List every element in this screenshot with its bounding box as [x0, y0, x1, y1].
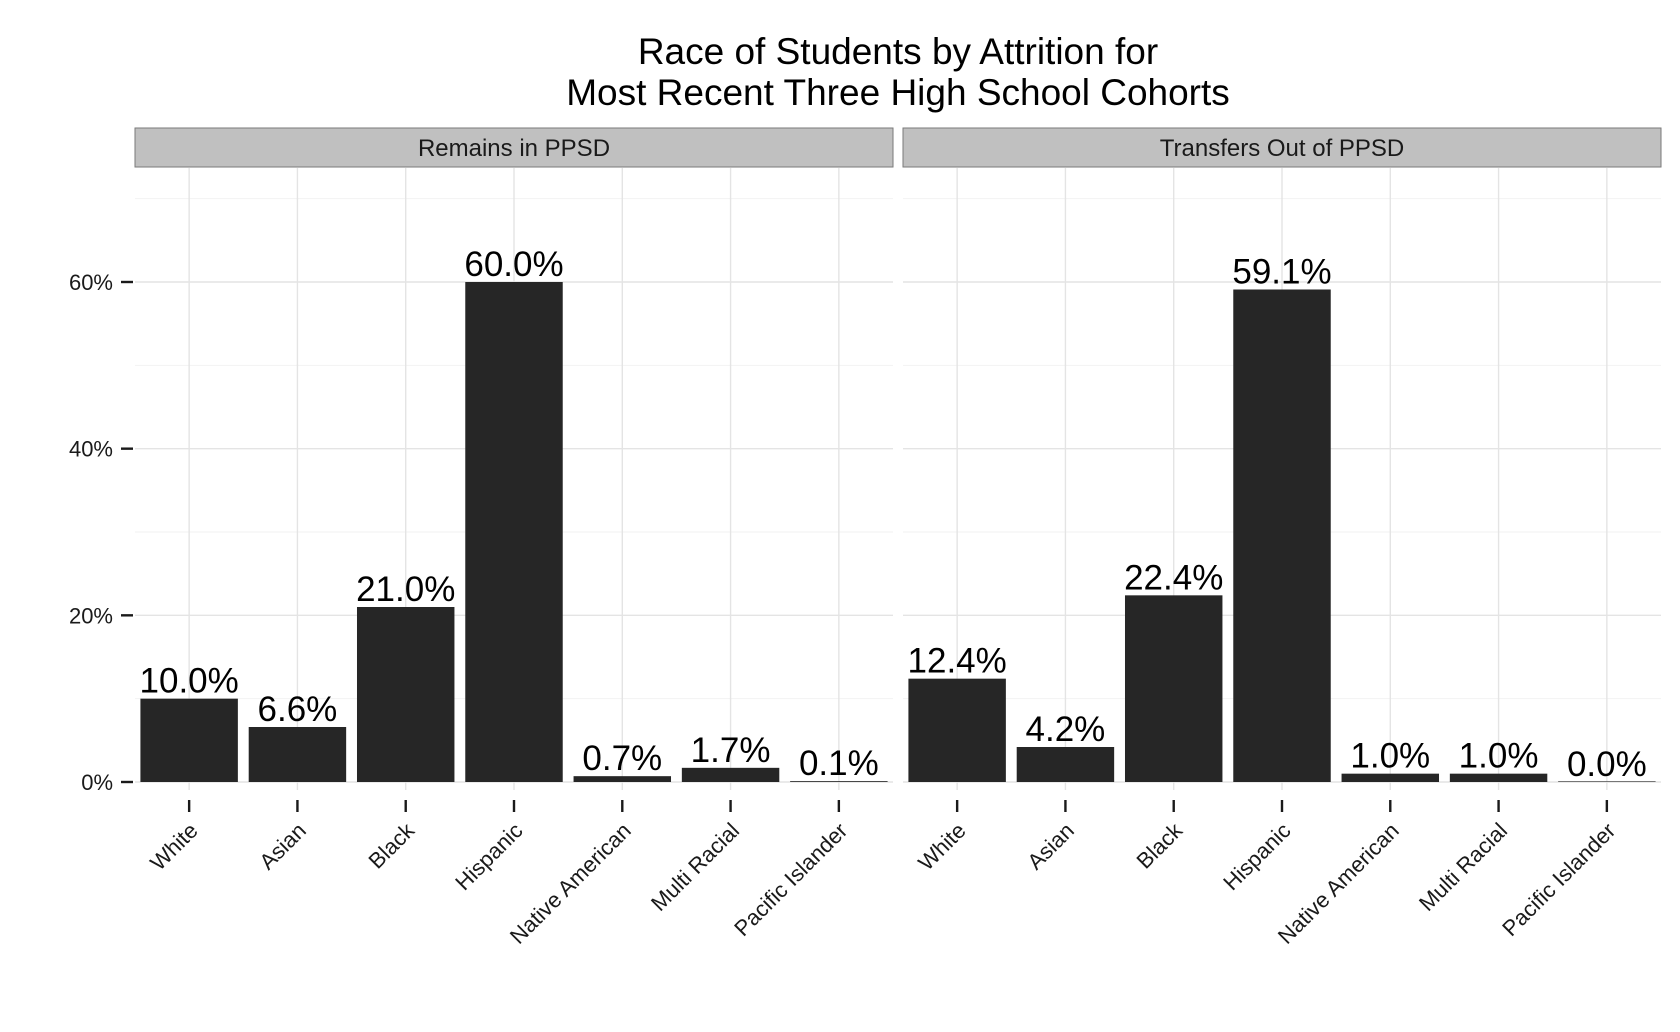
facet-strip: [902, 127, 1662, 168]
chart-title-line: Most Recent Three High School Cohorts: [566, 72, 1230, 113]
bar-value-label: 0.7%: [582, 739, 662, 778]
bar: [356, 607, 455, 782]
bar-value-label: 0.1%: [799, 744, 879, 783]
y-tick-label: 60%: [69, 270, 113, 295]
bar: [140, 698, 238, 782]
bar-value-label: 1.0%: [1350, 737, 1430, 776]
x-tick-label: Asian: [1022, 818, 1079, 875]
bar: [573, 776, 672, 782]
x-tick-label: Asian: [254, 818, 311, 875]
bar: [1341, 773, 1440, 782]
bar-value-label: 22.4%: [1124, 558, 1223, 597]
x-tick-label: Black: [364, 817, 420, 873]
bar: [248, 727, 347, 782]
x-tick-label: Pacific Islander: [729, 818, 852, 941]
bar-value-label: 1.0%: [1459, 737, 1539, 776]
chart-title-line: Race of Students by Attrition for: [638, 31, 1158, 72]
x-tick-label: White: [145, 818, 202, 875]
bar: [465, 282, 563, 782]
x-tick-label: Multi Racial: [646, 818, 744, 916]
bar-value-label: 10.0%: [140, 662, 239, 701]
bar-value-label: 60.0%: [464, 245, 563, 284]
y-tick-label: 40%: [69, 437, 113, 462]
bar-value-label: 6.6%: [258, 690, 338, 729]
x-tick-label: Hispanic: [450, 818, 527, 895]
bar: [681, 767, 780, 782]
panel: Transfers Out of PPSD 12.4% White 4.2% Asian…: [902, 127, 1662, 949]
bar-value-label: 4.2%: [1026, 710, 1106, 749]
bar-value-label: 0.0%: [1567, 745, 1647, 784]
panel: Remains in PPSD 10.0% White 6.6% Asian 21.0% B…: [134, 127, 894, 949]
bar: [1449, 773, 1548, 782]
y-tick-label: 0%: [81, 770, 113, 795]
bar-value-label: 21.0%: [356, 570, 455, 609]
x-tick-label: Hispanic: [1218, 818, 1295, 895]
chart-panels: Remains in PPSD 10.0% White 6.6% Asian 21.0% B…: [134, 127, 1662, 949]
bar: [790, 781, 888, 782]
bar: [1558, 781, 1656, 782]
x-tick-label: Multi Racial: [1414, 818, 1512, 916]
x-tick-label: Black: [1132, 817, 1188, 873]
y-axis: 0% 20% 40% 60%: [69, 270, 133, 795]
facet-strip-label: Remains in PPSD: [418, 135, 610, 162]
bar: [1233, 289, 1331, 782]
bar-value-label: 12.4%: [908, 642, 1007, 681]
x-tick-label: Pacific Islander: [1497, 818, 1620, 941]
facet-strip: [134, 127, 894, 168]
bar: [908, 678, 1006, 782]
facet-strip-label: Transfers Out of PPSD: [1160, 135, 1405, 162]
bar: [1016, 747, 1115, 782]
bar-value-label: 1.7%: [691, 731, 771, 770]
bar: [1124, 595, 1223, 782]
x-tick-label: White: [913, 818, 970, 875]
bar-value-label: 59.1%: [1232, 253, 1331, 292]
y-tick-label: 20%: [69, 603, 113, 628]
